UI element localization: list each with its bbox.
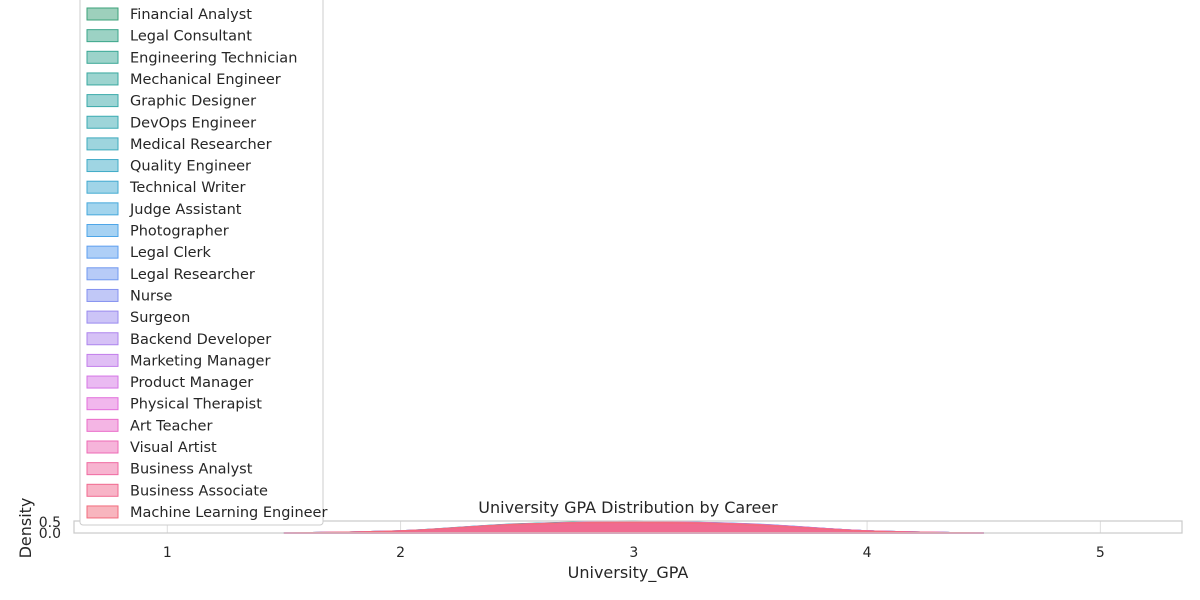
- legend-label-machine-learning-engineer: Machine Learning Engineer: [130, 505, 327, 521]
- legend-swatch-business-analyst: [86, 462, 119, 476]
- legend: Financial Analyst Legal Consultant Enginee…: [79, 0, 327, 526]
- legend-label-medical-researcher: Medical Researcher: [130, 137, 272, 153]
- legend-label-technical-writer: Technical Writer: [129, 180, 245, 196]
- legend-swatch-art-teacher: [86, 418, 119, 432]
- legend-swatch-backend-developer: [86, 332, 119, 346]
- legend-label-marketing-manager: Marketing Manager: [130, 353, 270, 369]
- y-tick-label: 0.0: [39, 526, 61, 542]
- y-tick-label: 0.5: [39, 515, 61, 531]
- legend-swatch-surgeon: [86, 310, 119, 324]
- density-area-machine-learning-engineer: [283, 521, 984, 534]
- legend-swatch-legal-clerk: [86, 245, 119, 259]
- legend-label-legal-researcher: Legal Researcher: [130, 267, 255, 283]
- legend-label-legal-clerk: Legal Clerk: [130, 245, 212, 261]
- legend-swatch-judge-assistant: [86, 202, 119, 216]
- legend-swatch-machine-learning-engineer: [86, 505, 119, 519]
- chart-title: University GPA Distribution by Career: [478, 498, 778, 517]
- x-tick-labels: 1 2 3 4 5: [163, 545, 1105, 561]
- legend-label-product-manager: Product Manager: [130, 375, 253, 391]
- legend-label-backend-developer: Backend Developer: [130, 332, 271, 348]
- y-axis-label: Density: [16, 498, 35, 559]
- legend-swatch-technical-writer: [86, 180, 119, 194]
- legend-swatch-mechanical-engineer: [86, 72, 119, 86]
- legend-label-business-analyst: Business Analyst: [130, 462, 253, 478]
- legend-swatch-medical-researcher: [86, 137, 119, 151]
- legend-swatch-graphic-designer: [86, 94, 119, 108]
- legend-label-mechanical-engineer: Mechanical Engineer: [130, 72, 281, 88]
- legend-swatch-legal-researcher: [86, 267, 119, 281]
- legend-swatch-photographer: [86, 224, 119, 237]
- legend-label-nurse: Nurse: [130, 288, 173, 304]
- legend-label-business-associate: Business Associate: [130, 483, 268, 499]
- legend-swatch-engineering-technician: [86, 50, 119, 64]
- x-axis-label: University_GPA: [568, 563, 689, 583]
- legend-swatch-nurse: [86, 288, 119, 302]
- x-tick-label: 5: [1096, 545, 1105, 561]
- legend-label-photographer: Photographer: [130, 224, 229, 240]
- legend-label-art-teacher: Art Teacher: [130, 418, 212, 434]
- legend-label-physical-therapist: Physical Therapist: [130, 397, 262, 413]
- legend-swatch-quality-engineer: [86, 159, 119, 173]
- legend-label-financial-analyst: Financial Analyst: [130, 7, 252, 23]
- legend-label-graphic-designer: Graphic Designer: [130, 94, 256, 110]
- legend-swatch-physical-therapist: [86, 397, 119, 411]
- legend-label-visual-artist: Visual Artist: [130, 440, 217, 456]
- legend-swatch-business-associate: [86, 483, 119, 497]
- legend-swatch-legal-consultant: [86, 29, 119, 43]
- legend-label-legal-consultant: Legal Consultant: [130, 29, 252, 45]
- legend-swatch-product-manager: [86, 375, 119, 389]
- legend-label-surgeon: Surgeon: [130, 310, 190, 326]
- legend-label-quality-engineer: Quality Engineer: [130, 159, 251, 175]
- x-tick-label: 2: [396, 545, 405, 561]
- y-tick-labels: 0.00.5: [39, 515, 61, 542]
- x-tick-label: 3: [629, 545, 638, 561]
- legend-swatch-marketing-manager: [86, 353, 119, 367]
- density-areas: [283, 520, 984, 534]
- x-tick-label: 4: [863, 545, 872, 561]
- legend-swatch-visual-artist: [86, 440, 119, 454]
- legend-box: [79, 0, 324, 526]
- legend-label-devops-engineer: DevOps Engineer: [130, 115, 256, 131]
- legend-swatch-financial-analyst: [86, 7, 119, 21]
- legend-label-engineering-technician: Engineering Technician: [130, 50, 297, 66]
- legend-swatch-devops-engineer: [86, 115, 119, 129]
- plot-frame: [73, 520, 1183, 534]
- legend-label-judge-assistant: Judge Assistant: [129, 202, 242, 218]
- x-tick-label: 1: [163, 545, 172, 561]
